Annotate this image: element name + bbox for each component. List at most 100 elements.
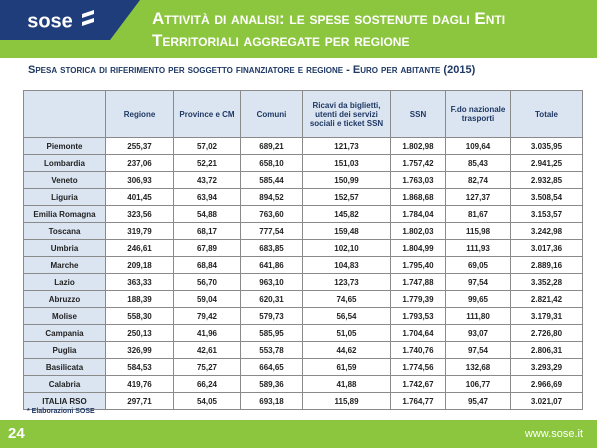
table-cell: Molise	[23, 307, 106, 325]
table-cell: 1.784,04	[390, 205, 446, 223]
table-cell: 585,44	[240, 171, 303, 189]
table-cell: 1.742,67	[390, 375, 446, 393]
title-line: Territoriali aggregate per regione	[152, 31, 410, 50]
table-cell: Abruzzo	[23, 290, 106, 308]
table-cell: 553,78	[240, 341, 303, 359]
table-cell: 306,93	[105, 171, 174, 189]
table-cell: Campania	[23, 324, 106, 342]
table-cell: 74,65	[302, 290, 391, 308]
table-cell: 689,21	[240, 137, 303, 155]
table-cell: 104,83	[302, 256, 391, 274]
table-cell: Lombardia	[23, 154, 106, 172]
table-cell: 145,82	[302, 205, 391, 223]
table-row: Toscana 319,79 68,17 777,54 159,48 1.802,03 11…	[23, 222, 583, 240]
table-cell: 123,73	[302, 273, 391, 291]
table-cell: 3.153,57	[510, 205, 583, 223]
table-cell: 95,47	[445, 392, 511, 410]
table-cell: 2.932,85	[510, 171, 583, 189]
table-row: Piemonte 255,37 57,02 689,21 121,73 1.802,98 1…	[23, 137, 583, 155]
table-cell: 237,06	[105, 154, 174, 172]
footer-bar: 24 www.sose.it	[0, 420, 597, 448]
table-cell: 3.352,28	[510, 273, 583, 291]
table-cell: 1.764,77	[390, 392, 446, 410]
table-cell: 57,02	[173, 137, 241, 155]
table-cell: 641,86	[240, 256, 303, 274]
table-cell: 54,88	[173, 205, 241, 223]
table-cell: 75,27	[173, 358, 241, 376]
table-cell: 93,07	[445, 324, 511, 342]
table-row: Lazio 363,33 56,70 963,10 123,73 1.747,88 97,5…	[23, 273, 583, 291]
table-cell: 69,05	[445, 256, 511, 274]
title: Attività di analisi: le spese sostenute …	[152, 8, 592, 52]
table-cell: Basilicata	[23, 358, 106, 376]
table-cell: 3.508,54	[510, 188, 583, 206]
table-cell: 3.179,31	[510, 307, 583, 325]
table-cell: Veneto	[23, 171, 106, 189]
table-cell: 558,30	[105, 307, 174, 325]
table-cell: 59,04	[173, 290, 241, 308]
table-cell: 1.763,03	[390, 171, 446, 189]
table-cell: 3.021,07	[510, 392, 583, 410]
table-cell: 1.804,99	[390, 239, 446, 257]
table-cell: 102,10	[302, 239, 391, 257]
header-bar: sose Attività di analisi: le spese soste…	[0, 0, 597, 58]
table-cell: Lazio	[23, 273, 106, 291]
table-cell: 2.966,69	[510, 375, 583, 393]
table-cell: 297,71	[105, 392, 174, 410]
table-cell: 56,70	[173, 273, 241, 291]
table-cell: Emilia Romagna	[23, 205, 106, 223]
table-cell: 401,45	[105, 188, 174, 206]
table-row: Campania 250,13 41,96 585,95 51,05 1.704,64 93…	[23, 324, 583, 342]
table-cell: 2.806,31	[510, 341, 583, 359]
table-cell: 584,53	[105, 358, 174, 376]
table-row: Liguria 401,45 63,94 894,52 152,57 1.868,68 12…	[23, 188, 583, 206]
header-cell: SSN	[390, 90, 446, 138]
table-cell: 81,67	[445, 205, 511, 223]
table-cell: 3.017,36	[510, 239, 583, 257]
table-cell: Toscana	[23, 222, 106, 240]
table-row: Marche 209,18 68,84 641,86 104,83 1.795,40 69,…	[23, 256, 583, 274]
subtitle: Spesa storica di riferimento per soggett…	[28, 64, 476, 76]
table-cell: 963,10	[240, 273, 303, 291]
table-cell: 44,62	[302, 341, 391, 359]
table-cell: Liguria	[23, 188, 106, 206]
table-cell: 2.821,42	[510, 290, 583, 308]
table-cell: 97,54	[445, 341, 511, 359]
table-cell: 97,54	[445, 273, 511, 291]
table-cell: 41,88	[302, 375, 391, 393]
table-row: ITALIA RSO 297,71 54,05 693,18 115,89 1.764,7…	[23, 392, 583, 410]
table-cell: 1.868,68	[390, 188, 446, 206]
table-cell: Calabria	[23, 375, 106, 393]
table-cell: 620,31	[240, 290, 303, 308]
table-row: Veneto 306,93 43,72 585,44 150,99 1.763,03 82,…	[23, 171, 583, 189]
table-cell: 3.293,29	[510, 358, 583, 376]
table-cell: 68,17	[173, 222, 241, 240]
table-cell: 159,48	[302, 222, 391, 240]
table-cell: 115,98	[445, 222, 511, 240]
header-row: Regione Province e CM Comuni Ricavi da bigl…	[23, 90, 583, 138]
table-cell: 54,05	[173, 392, 241, 410]
table-cell: 209,18	[105, 256, 174, 274]
table-cell: 2.889,16	[510, 256, 583, 274]
table-cell: 43,72	[173, 171, 241, 189]
table-cell: 579,73	[240, 307, 303, 325]
table-cell: 132,68	[445, 358, 511, 376]
table-row: Umbria 246,61 67,89 683,85 102,10 1.804,99 111…	[23, 239, 583, 257]
table-cell: 1.757,42	[390, 154, 446, 172]
table-cell: 323,56	[105, 205, 174, 223]
table-cell: 1.795,40	[390, 256, 446, 274]
table-cell: 121,73	[302, 137, 391, 155]
table-cell: 111,93	[445, 239, 511, 257]
header-cell: Ricavi da biglietti, utenti dei servizi …	[302, 90, 391, 138]
header-cell	[23, 90, 106, 138]
logo: sose	[0, 0, 140, 40]
table-cell: 246,61	[105, 239, 174, 257]
table-cell: 1.740,76	[390, 341, 446, 359]
table-cell: 693,18	[240, 392, 303, 410]
table-cell: 894,52	[240, 188, 303, 206]
table-cell: 1.747,88	[390, 273, 446, 291]
table-cell: 79,42	[173, 307, 241, 325]
table-cell: 41,96	[173, 324, 241, 342]
table-cell: 1.802,98	[390, 137, 446, 155]
table-cell: ITALIA RSO	[23, 392, 106, 410]
